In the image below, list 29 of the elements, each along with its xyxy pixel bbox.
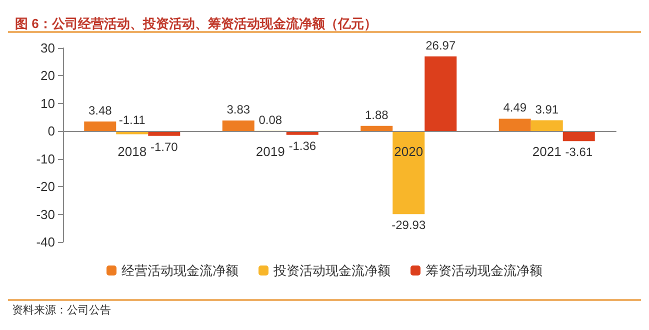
data-label: 3.48 xyxy=(88,104,112,118)
y-tick-label: 0 xyxy=(48,124,55,139)
legend-label: 筹资活动现金流净额 xyxy=(426,263,542,278)
y-tick-label: -30 xyxy=(36,206,55,222)
data-label: -1.11 xyxy=(118,113,146,128)
data-label: 26.97 xyxy=(426,38,456,52)
y-tick-label: -10 xyxy=(36,151,55,166)
data-label: -1.36 xyxy=(288,138,316,153)
legend-label: 投资活动现金流净额 xyxy=(272,263,390,278)
data-label: -1.70 xyxy=(150,140,178,154)
text: 资料来源：公司公告 xyxy=(12,304,111,316)
data-label: 4.49 xyxy=(503,100,527,115)
x-tick-label: 2020 xyxy=(394,144,424,160)
x-tick-label: 2021 xyxy=(532,144,562,160)
chart-title: 图 6：公司经营活动、投资活动、筹资活动现金流净额（亿元） xyxy=(15,16,377,31)
y-tick-label: -40 xyxy=(36,234,55,250)
data-label: 0.08 xyxy=(258,112,282,127)
y-tick-label: 30 xyxy=(40,40,55,56)
data-label: 1.88 xyxy=(364,108,389,122)
y-tick-label: 10 xyxy=(40,96,55,111)
x-tick-label: 2018 xyxy=(118,144,147,160)
y-tick-label: 20 xyxy=(40,68,55,84)
data-label: 3.83 xyxy=(226,102,250,117)
y-tick-label: -20 xyxy=(36,179,55,194)
x-tick-label: 2019 xyxy=(256,144,285,160)
legend-label: 经营活动现金流净额 xyxy=(122,263,238,278)
data-label: 3.91 xyxy=(535,102,559,116)
data-label: -29.93 xyxy=(392,218,426,232)
data-label: -3.61 xyxy=(565,145,593,160)
